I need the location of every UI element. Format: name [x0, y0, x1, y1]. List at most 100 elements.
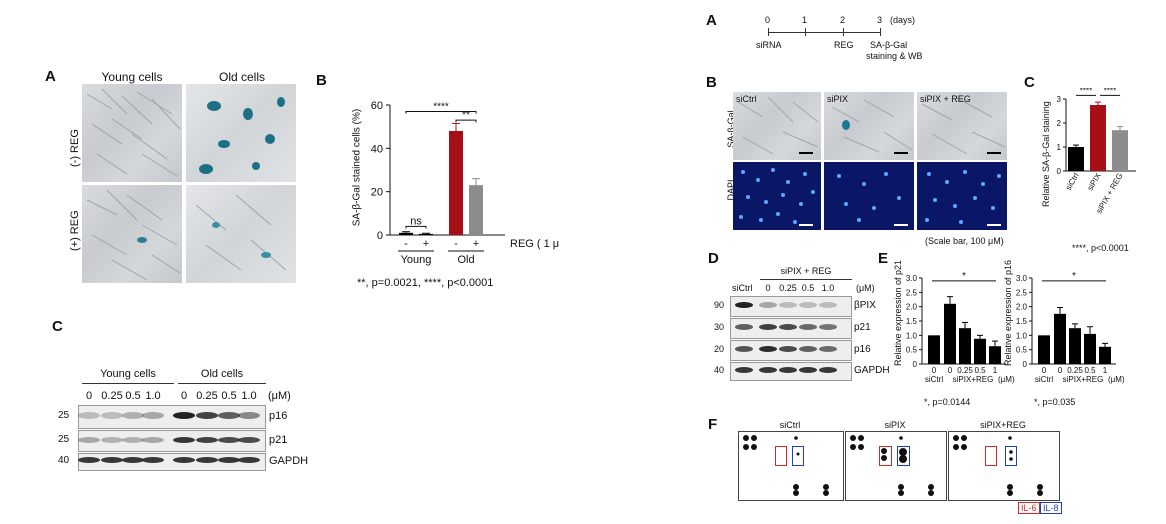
timeline-event-wb: staining & WB	[866, 51, 923, 61]
row-label-plus-reg: (+) REG	[69, 210, 81, 251]
right-e1-xtick-label: 1	[993, 366, 998, 375]
blot-band-right	[819, 367, 837, 373]
timeline-label-0: 0	[765, 15, 771, 25]
right-e2-bar	[1084, 333, 1096, 364]
micrograph-sictrl-dapi	[733, 162, 821, 230]
left-b-bar	[449, 131, 463, 235]
panel-label-b-left: B	[316, 72, 327, 89]
right-e2-xtick-label: 0.5	[1084, 366, 1096, 375]
right-c-footnote: ****, p<0.0001	[1072, 243, 1129, 253]
left-b-sig-2: **	[462, 110, 470, 121]
right-e1-xgroup-2: siPIX+REG	[953, 375, 994, 384]
blot-band-left	[122, 457, 144, 463]
right-e2-xtick-label: 0	[1042, 366, 1047, 375]
blot-protein-left-p21: p21	[269, 434, 288, 446]
right-e1-footnote: *, p=0.0144	[924, 397, 971, 407]
blot-p16-left	[78, 405, 266, 429]
blot-band-left	[78, 457, 100, 463]
blot-band-right	[735, 346, 753, 352]
col-label-young: Young cells	[101, 70, 163, 84]
micrograph-young-plus-reg	[82, 185, 182, 283]
row-label-minus-reg: (-) REG	[69, 129, 81, 167]
right-e2-sig: *	[1072, 271, 1076, 282]
blot-protein-right-p16: p16	[854, 344, 871, 355]
right-e2-ytick-label: 0.5	[1016, 346, 1028, 355]
blot-band-left	[238, 437, 260, 443]
blot-dose-label-right: 1.0	[821, 283, 835, 293]
blot-band-left	[101, 457, 123, 463]
blot-group-line-young	[82, 383, 174, 384]
legend-il8: IL-8	[1040, 502, 1062, 514]
timeline-event-sagal: SA-β-Gal	[870, 40, 908, 50]
micrograph-sipix-reg-sagal	[917, 92, 1007, 160]
blot-marker-left-0: 25	[58, 410, 70, 421]
blot-dose-label-left: 0.5	[125, 390, 141, 402]
panel-label-c-left: C	[52, 318, 63, 335]
micrograph-col-sictrl: siCtrl	[736, 94, 757, 104]
blot-band-right	[735, 324, 753, 330]
right-c-ytick-label: 3	[1057, 95, 1062, 104]
panel-label-d-right: D	[708, 250, 719, 267]
blot-dose-label-left: 0	[85, 390, 93, 402]
right-c-ytick-label: 0	[1057, 167, 1062, 176]
blot-unit-left: (μM)	[268, 390, 291, 402]
blot-band-left	[196, 412, 218, 419]
left-b-treatment-label: REG ( 1 μM)	[510, 238, 560, 250]
right-e1-unit: (μM)	[998, 375, 1015, 384]
blot-band-left	[142, 412, 164, 419]
il8-box-sipix	[897, 446, 910, 466]
array-sipix	[845, 431, 947, 501]
blot-band-left	[238, 457, 260, 463]
blot-group-sipix-reg: siPIX + REG	[780, 266, 832, 276]
left-b-sig-1: ****	[433, 102, 449, 113]
blot-dose-label-left: 0.5	[221, 390, 237, 402]
blot-band-left	[196, 437, 218, 443]
blot-dose-label-left: 0.25	[196, 390, 218, 402]
right-e2-ytick-label: 1.5	[1016, 317, 1028, 326]
blot-band-right	[779, 346, 797, 352]
il6-box-sictrl	[775, 446, 787, 466]
blot-band-left	[173, 457, 195, 463]
blot-dose-label-right: 0.25	[779, 283, 797, 293]
panel-label-b-right: B	[706, 74, 717, 91]
blot-band-left	[173, 437, 195, 443]
right-e1-bar	[944, 303, 956, 364]
il8-box-sictrl	[792, 446, 804, 466]
blot-band-right	[819, 302, 837, 308]
left-b-footnote: **, p=0.0021, ****, p<0.0001	[357, 277, 494, 289]
right-e1-ytick-label: 0	[913, 360, 918, 369]
blot-band-left	[142, 437, 164, 443]
blot-bpix-right	[730, 296, 852, 317]
blot-dose-label-right: 0.5	[801, 283, 815, 293]
blot-band-left	[196, 457, 218, 463]
blot-group-line-old	[178, 383, 266, 384]
right-c-ytick-label: 2	[1057, 119, 1062, 128]
blot-band-left	[101, 412, 123, 419]
timeline-label-1: 1	[802, 15, 808, 25]
timeline-tick-0	[768, 28, 769, 36]
left-b-group-young: Young	[401, 254, 432, 266]
right-e2-xtick-label: 0	[1058, 366, 1063, 375]
scale-bar-note: (Scale bar, 100 μM)	[925, 236, 1004, 246]
right-e1-ytick-label: 1.0	[906, 331, 918, 340]
right-e1-sig: *	[962, 271, 966, 282]
blot-band-right	[799, 302, 817, 308]
right-e1-xtick-label: 0.25	[957, 366, 973, 375]
blot-band-left	[173, 412, 195, 419]
blot-band-left	[122, 437, 144, 443]
legend-il6: IL-6	[1018, 502, 1040, 514]
right-e2-footnote: *, p=0.035	[1034, 397, 1076, 407]
blot-band-left	[218, 437, 240, 443]
blot-p21-left	[78, 430, 266, 452]
micrograph-col-sipix: siPIX	[827, 94, 849, 104]
left-b-bar	[399, 232, 413, 235]
timeline-tick-2	[843, 28, 844, 36]
blot-group-old: Old cells	[200, 368, 244, 380]
right-c-xtick-label: siCtrl	[1064, 171, 1081, 191]
panel-label-a-left: A	[45, 68, 56, 85]
blot-band-left	[78, 412, 100, 419]
left-b-bar	[469, 185, 483, 235]
blot-band-right	[779, 324, 797, 330]
right-e2-ytick-label: 0	[1023, 360, 1028, 369]
